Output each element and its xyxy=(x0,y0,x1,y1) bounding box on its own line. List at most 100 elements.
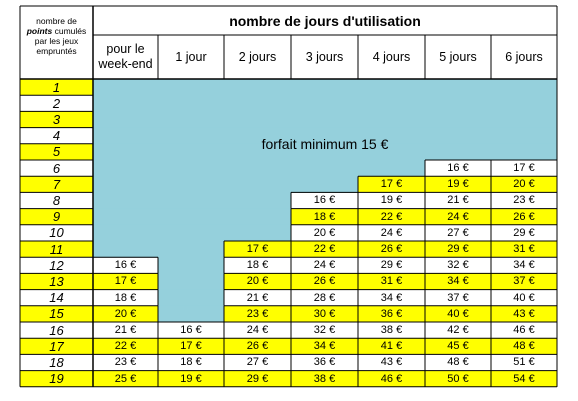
forfait-area xyxy=(158,273,225,291)
price-cell: 34 € xyxy=(313,340,336,353)
price-cell-highlight xyxy=(425,176,491,193)
column-header: 4 jours xyxy=(358,35,425,79)
forfait-area xyxy=(425,143,492,161)
price-cell: 16 € xyxy=(447,162,469,175)
price-cell-highlight xyxy=(291,305,358,322)
price-cell-highlight xyxy=(491,208,557,225)
forfait-area xyxy=(93,127,159,145)
row-points-label: 8 xyxy=(52,192,61,208)
row-points-label: 9 xyxy=(52,209,61,225)
price-cell: 48 € xyxy=(513,340,535,353)
price-cell-highlight xyxy=(425,370,491,387)
price-cell: 23 € xyxy=(246,307,269,320)
price-cell-highlight xyxy=(158,370,224,387)
forfait-area xyxy=(291,95,359,112)
price-cell: 19 € xyxy=(447,178,469,191)
column-header: 2 jours xyxy=(224,35,291,79)
row-label-highlight xyxy=(20,143,93,160)
price-cell: 22 € xyxy=(313,243,336,256)
forfait-area xyxy=(158,224,225,242)
forfait-area xyxy=(224,192,292,210)
price-cell: 17 € xyxy=(380,178,403,191)
price-cell: 38 € xyxy=(380,324,403,337)
forfait-area xyxy=(93,111,159,129)
price-cell: 16 € xyxy=(313,194,336,207)
row-points-label: 3 xyxy=(52,111,61,127)
price-cell-highlight xyxy=(291,241,358,258)
forfait-area xyxy=(93,208,159,226)
price-cell-highlight xyxy=(425,208,491,225)
price-cell-highlight xyxy=(291,338,358,355)
row-points-label: 2 xyxy=(52,95,61,111)
price-cell: 16 € xyxy=(180,324,202,337)
price-cell: 24 € xyxy=(246,324,269,337)
forfait-area xyxy=(158,192,225,210)
forfait-area xyxy=(224,79,292,96)
price-cell: 50 € xyxy=(447,372,469,385)
forfait-area xyxy=(491,79,558,96)
price-cell: 20 € xyxy=(246,275,269,288)
forfait-area xyxy=(491,127,558,145)
price-cell-highlight xyxy=(358,176,425,193)
forfait-area xyxy=(158,305,225,323)
forfait-area xyxy=(491,111,558,129)
forfait-label: forfait minimum 15 € xyxy=(261,135,389,152)
price-cell: 19 € xyxy=(180,372,202,385)
forfait-area xyxy=(425,95,492,112)
row-label-highlight xyxy=(20,273,93,290)
price-cell: 40 € xyxy=(513,291,535,304)
price-cell: 54 € xyxy=(513,372,535,385)
forfait-area xyxy=(291,143,359,161)
corner-header-line: empruntés xyxy=(36,45,77,56)
row-points-label: 1 xyxy=(52,79,61,95)
price-cell: 48 € xyxy=(447,356,469,369)
price-cell-highlight xyxy=(224,338,291,355)
forfait-area xyxy=(158,289,225,307)
price-cell: 43 € xyxy=(513,307,535,320)
forfait-area xyxy=(158,241,225,258)
price-cell: 29 € xyxy=(246,372,269,385)
price-cell: 17 € xyxy=(180,340,202,353)
forfait-area xyxy=(93,79,159,96)
price-cell: 34 € xyxy=(380,291,403,304)
corner-header-line: par les jeux xyxy=(34,35,79,46)
forfait-area xyxy=(224,95,292,112)
forfait-area xyxy=(425,79,492,96)
row-points-label: 10 xyxy=(49,225,64,241)
price-cell: 26 € xyxy=(380,243,403,256)
price-cell: 40 € xyxy=(447,307,469,320)
price-cell: 29 € xyxy=(447,243,469,256)
row-points-label: 4 xyxy=(52,128,61,144)
forfait-area xyxy=(224,176,292,193)
forfait-area xyxy=(224,160,292,177)
forfait-area xyxy=(358,160,426,177)
price-cell: 25 € xyxy=(114,372,137,385)
forfait-area xyxy=(93,160,159,177)
price-cell: 31 € xyxy=(380,275,403,288)
forfait-area xyxy=(158,208,225,226)
row-label-highlight xyxy=(20,79,93,96)
column-header-line: 1 jour xyxy=(175,49,207,64)
column-header: 3 jours xyxy=(291,35,358,79)
price-cell: 29 € xyxy=(513,226,535,239)
row-label-highlight xyxy=(20,111,93,128)
price-cell: 28 € xyxy=(313,291,336,304)
forfait-area xyxy=(358,79,426,96)
forfait-area xyxy=(158,95,225,112)
price-cell: 17 € xyxy=(246,243,269,256)
price-cell-highlight xyxy=(425,338,491,355)
row-points-label: 15 xyxy=(49,306,64,322)
forfait-area xyxy=(158,79,225,96)
price-cell-highlight xyxy=(491,338,557,355)
price-cell-highlight xyxy=(224,305,291,322)
price-cell: 19 € xyxy=(380,194,403,207)
price-cell: 18 € xyxy=(180,356,202,369)
forfait-area xyxy=(224,208,292,226)
price-cell: 27 € xyxy=(447,226,469,239)
price-cell: 20 € xyxy=(513,178,535,191)
price-cell: 51 € xyxy=(513,356,535,369)
forfait-area xyxy=(158,160,225,177)
forfait-area xyxy=(224,224,292,242)
forfait-area xyxy=(224,127,292,145)
